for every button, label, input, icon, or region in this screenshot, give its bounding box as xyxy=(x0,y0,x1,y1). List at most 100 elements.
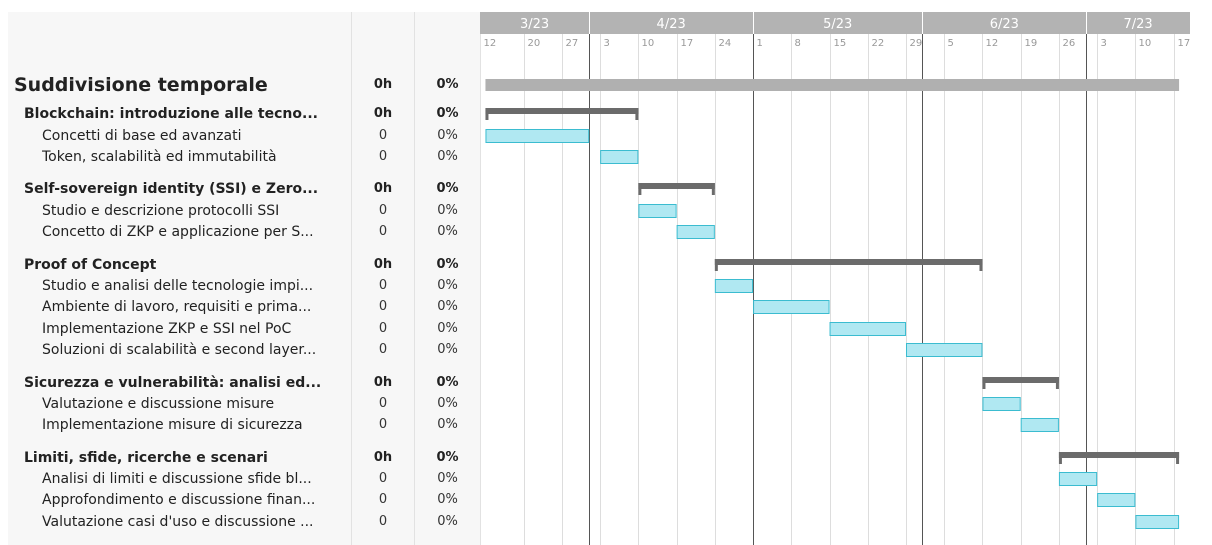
task-percent: 0% xyxy=(437,342,458,357)
task-row[interactable]: Analisi di limiti e discussione sfide bl… xyxy=(8,469,480,489)
task-row[interactable]: Implementazione misure di sicurezza 0 0% xyxy=(8,415,480,435)
group-name: Sicurezza e vulnerabilità: analisi ed... xyxy=(24,375,322,391)
week-tick-label: 22 xyxy=(872,38,885,49)
task-percent: 0% xyxy=(437,471,458,486)
task-percent: 0% xyxy=(437,278,458,293)
task-hours: 0 xyxy=(378,128,388,143)
task-bar[interactable] xyxy=(906,343,983,357)
task-bar[interactable] xyxy=(485,129,590,143)
group-row[interactable]: Self-sovereign identity (SSI) e Zero... 0… xyxy=(8,179,480,199)
task-row[interactable]: Approfondimento e discussione finan... 0 0… xyxy=(8,490,480,510)
month-label: 5/23 xyxy=(823,17,852,32)
group-row[interactable]: Proof of Concept 0h 0% xyxy=(8,255,480,275)
task-name: Implementazione misure di sicurezza xyxy=(42,417,303,433)
title-percent: 0% xyxy=(436,77,459,92)
week-tick-label: 10 xyxy=(642,38,655,49)
task-hours: 0 xyxy=(378,417,388,432)
group-row[interactable]: Sicurezza e vulnerabilità: analisi ed...… xyxy=(8,373,480,393)
column-separator-hours xyxy=(351,12,352,545)
week-tick-label: 15 xyxy=(834,38,847,49)
group-hours: 0h xyxy=(373,257,393,272)
summary-bar xyxy=(485,79,1180,91)
task-row[interactable]: Ambiente di lavoro, requisiti e prima...… xyxy=(8,297,480,317)
group-row[interactable]: Limiti, sfide, ricerche e scenari 0h 0% xyxy=(8,448,480,468)
month-label: 7/23 xyxy=(1124,17,1153,32)
task-percent: 0% xyxy=(437,224,458,239)
task-percent: 0% xyxy=(437,321,458,336)
month-label: 4/23 xyxy=(657,17,686,32)
task-table xyxy=(8,12,480,545)
group-percent: 0% xyxy=(436,375,459,390)
group-bar[interactable] xyxy=(714,259,983,271)
task-name: Analisi di limiti e discussione sfide bl… xyxy=(42,471,312,487)
task-bar[interactable] xyxy=(1135,515,1180,529)
task-row[interactable]: Soluzioni di scalabilità e second layer.… xyxy=(8,340,480,360)
task-name: Studio e descrizione protocolli SSI xyxy=(42,203,280,219)
task-name: Approfondimento e discussione finan... xyxy=(42,492,316,508)
title-hours: 0h xyxy=(373,77,393,92)
group-row[interactable]: Blockchain: introduzione alle tecno... 0h… xyxy=(8,104,480,124)
task-name: Concetto di ZKP e applicazione per S... xyxy=(42,224,314,240)
month-header xyxy=(480,12,1190,34)
week-tick-label: 26 xyxy=(1063,38,1076,49)
week-tick-label: 3 xyxy=(604,38,610,49)
project-title-row[interactable]: Suddivisione temporale 0h 0% xyxy=(8,72,480,98)
task-hours: 0 xyxy=(378,149,388,164)
task-bar[interactable] xyxy=(676,225,715,239)
group-bar[interactable] xyxy=(638,183,715,195)
task-name: Ambiente di lavoro, requisiti e prima... xyxy=(42,299,312,315)
task-percent: 0% xyxy=(437,203,458,218)
group-hours: 0h xyxy=(373,375,393,390)
task-row[interactable]: Studio e analisi delle tecnologie impi..… xyxy=(8,276,480,296)
task-bar[interactable] xyxy=(638,204,677,218)
task-row[interactable]: Token, scalabilità ed immutabilità 0 0% xyxy=(8,147,480,167)
task-row[interactable]: Valutazione e discussione misure 0 0% xyxy=(8,394,480,414)
task-hours: 0 xyxy=(378,396,388,411)
task-hours: 0 xyxy=(378,342,388,357)
task-bar[interactable] xyxy=(600,150,639,164)
title-name: Suddivisione temporale xyxy=(14,74,268,96)
task-name: Valutazione e discussione misure xyxy=(42,396,275,412)
week-tick-label: 3 xyxy=(1101,38,1107,49)
week-tick-label: 12 xyxy=(484,38,497,49)
task-hours: 0 xyxy=(378,514,388,529)
task-percent: 0% xyxy=(437,149,458,164)
task-percent: 0% xyxy=(437,128,458,143)
task-hours: 0 xyxy=(378,471,388,486)
group-hours: 0h xyxy=(373,181,393,196)
month-label: 6/23 xyxy=(990,17,1019,32)
week-tick-label: 27 xyxy=(566,38,579,49)
group-bar[interactable] xyxy=(982,377,1059,389)
week-tick-label: 10 xyxy=(1139,38,1152,49)
task-bar[interactable] xyxy=(714,279,754,293)
task-row[interactable]: Implementazione ZKP e SSI nel PoC 0 0% xyxy=(8,319,480,339)
task-bar[interactable] xyxy=(982,397,1021,411)
task-name: Implementazione ZKP e SSI nel PoC xyxy=(42,321,292,337)
week-tick-label: 8 xyxy=(795,38,801,49)
task-name: Token, scalabilità ed immutabilità xyxy=(42,149,277,165)
column-separator-percent xyxy=(414,12,415,545)
task-name: Concetti di base ed avanzati xyxy=(42,128,242,144)
task-bar[interactable] xyxy=(753,300,830,314)
task-row[interactable]: Studio e descrizione protocolli SSI 0 0% xyxy=(8,201,480,221)
task-hours: 0 xyxy=(378,203,388,218)
week-tick-label: 24 xyxy=(719,38,732,49)
task-row[interactable]: Valutazione casi d'uso e discussione ...… xyxy=(8,512,480,532)
group-percent: 0% xyxy=(436,450,459,465)
task-row[interactable]: Concetti di base ed avanzati 0 0% xyxy=(8,126,480,146)
week-tick-label: 19 xyxy=(1025,38,1038,49)
task-bar[interactable] xyxy=(1020,418,1059,432)
group-hours: 0h xyxy=(373,106,393,121)
group-percent: 0% xyxy=(436,181,459,196)
group-bar[interactable] xyxy=(1058,452,1180,464)
task-bar[interactable] xyxy=(1097,493,1136,507)
task-bar[interactable] xyxy=(1058,472,1098,486)
task-percent: 0% xyxy=(437,396,458,411)
task-row[interactable]: Concetto di ZKP e applicazione per S... 0… xyxy=(8,222,480,242)
task-bar[interactable] xyxy=(829,322,906,336)
task-hours: 0 xyxy=(378,224,388,239)
week-tick-label: 20 xyxy=(528,38,541,49)
week-tick-label: 5 xyxy=(948,38,954,49)
group-bar[interactable] xyxy=(485,108,639,120)
